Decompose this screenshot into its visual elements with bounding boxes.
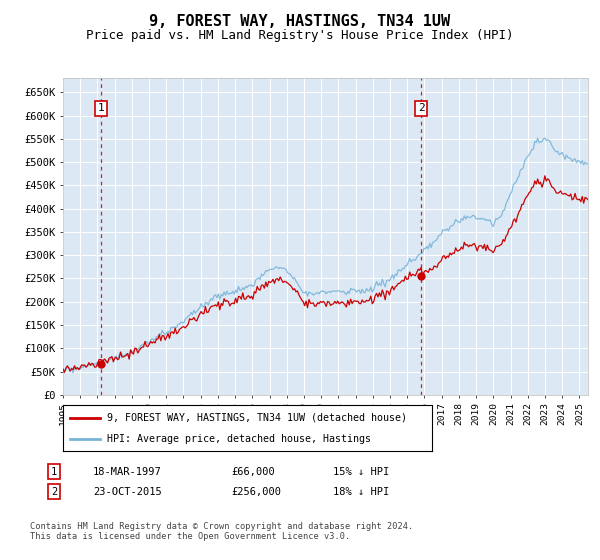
- Text: 2: 2: [51, 487, 57, 497]
- Text: 9, FOREST WAY, HASTINGS, TN34 1UW (detached house): 9, FOREST WAY, HASTINGS, TN34 1UW (detac…: [107, 413, 407, 423]
- Text: Contains HM Land Registry data © Crown copyright and database right 2024.
This d: Contains HM Land Registry data © Crown c…: [30, 522, 413, 542]
- Text: HPI: Average price, detached house, Hastings: HPI: Average price, detached house, Hast…: [107, 434, 371, 444]
- Text: Price paid vs. HM Land Registry's House Price Index (HPI): Price paid vs. HM Land Registry's House …: [86, 29, 514, 42]
- Text: 15% ↓ HPI: 15% ↓ HPI: [333, 466, 389, 477]
- Text: 2: 2: [418, 104, 425, 114]
- Text: 18-MAR-1997: 18-MAR-1997: [93, 466, 162, 477]
- Text: £256,000: £256,000: [231, 487, 281, 497]
- Text: 18% ↓ HPI: 18% ↓ HPI: [333, 487, 389, 497]
- Text: 9, FOREST WAY, HASTINGS, TN34 1UW: 9, FOREST WAY, HASTINGS, TN34 1UW: [149, 14, 451, 29]
- Text: £66,000: £66,000: [231, 466, 275, 477]
- Text: 23-OCT-2015: 23-OCT-2015: [93, 487, 162, 497]
- Text: 1: 1: [98, 104, 104, 114]
- Text: 1: 1: [51, 466, 57, 477]
